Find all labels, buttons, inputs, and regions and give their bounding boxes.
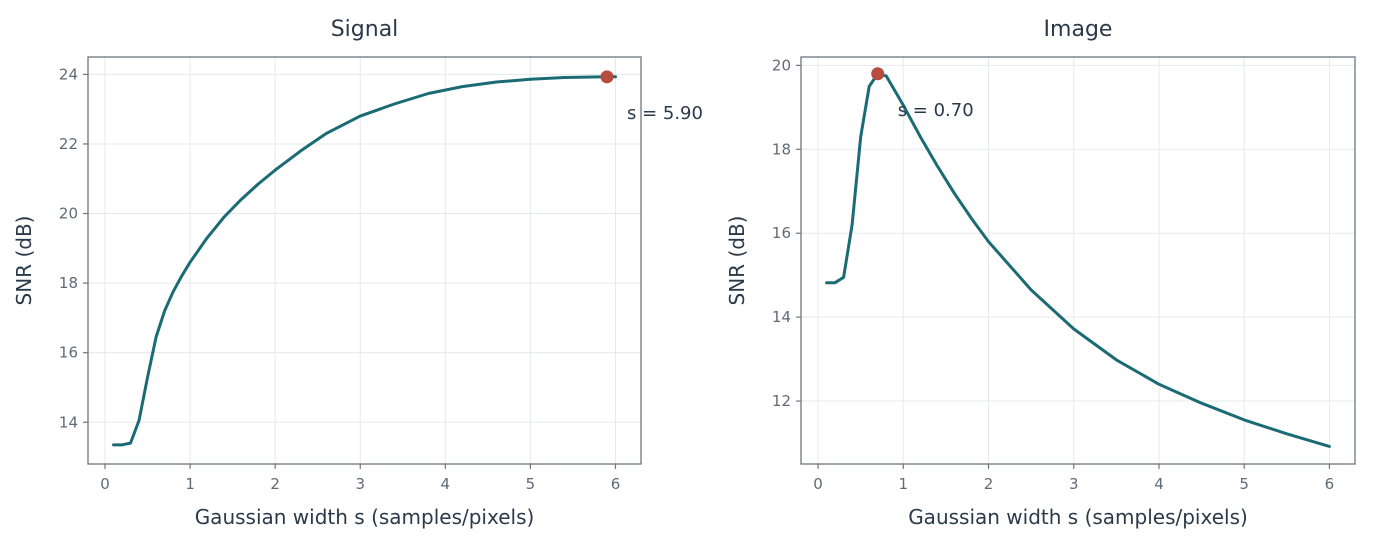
x-tick-label: 1	[899, 475, 909, 493]
y-tick-label: 14	[772, 308, 791, 326]
y-tick-label: 18	[772, 140, 791, 158]
x-tick-label: 3	[355, 475, 365, 493]
y-tick-label: 22	[59, 135, 78, 153]
x-tick-label: 5	[526, 475, 536, 493]
peak-marker	[600, 70, 614, 84]
y-axis-label: SNR (dB)	[725, 216, 749, 306]
y-tick-label: 24	[59, 65, 78, 83]
x-axis-label: Gaussian width s (samples/pixels)	[195, 505, 535, 529]
x-tick-label: 2	[984, 475, 994, 493]
x-tick-label: 0	[100, 475, 110, 493]
y-axis-label: SNR (dB)	[12, 216, 36, 306]
x-tick-label: 6	[1325, 475, 1335, 493]
x-tick-label: 4	[441, 475, 451, 493]
y-tick-label: 18	[59, 274, 78, 292]
x-tick-label: 0	[813, 475, 823, 493]
plot-frame	[800, 56, 1356, 465]
y-tick-label: 12	[772, 392, 791, 410]
peak-marker	[871, 67, 885, 81]
chart-title: Image	[1044, 17, 1113, 42]
x-tick-label: 2	[270, 475, 280, 493]
snr-series-line	[825, 72, 1331, 448]
plot-frame	[87, 56, 642, 465]
x-tick-label: 5	[1239, 475, 1249, 493]
chart-panel-1: 0 1 2 3 4 5 6 14 16 18 20 22 24 Signal Gaussian width …	[12, 17, 703, 529]
chart-title: Signal	[331, 17, 399, 42]
x-tick-label: 1	[185, 475, 195, 493]
y-tick-label: 16	[772, 224, 791, 242]
y-tick-label: 20	[772, 56, 791, 74]
snr-series-line	[112, 75, 617, 447]
x-axis-label: Gaussian width s (samples/pixels)	[908, 505, 1248, 529]
y-tick-label: 20	[59, 205, 78, 223]
y-tick-label: 14	[59, 413, 78, 431]
x-tick-label: 6	[611, 475, 621, 493]
peak-annotation: s = 5.90	[627, 103, 703, 124]
x-tick-label: 3	[1069, 475, 1079, 493]
peak-annotation: s = 0.70	[898, 100, 974, 121]
y-tick-label: 16	[59, 344, 78, 362]
x-tick-label: 4	[1154, 475, 1164, 493]
